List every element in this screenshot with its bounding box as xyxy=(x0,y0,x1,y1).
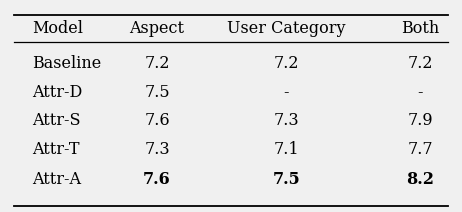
Text: Attr-S: Attr-S xyxy=(32,112,81,129)
Text: Both: Both xyxy=(401,20,439,37)
Text: 7.9: 7.9 xyxy=(407,112,433,129)
Text: Baseline: Baseline xyxy=(32,55,102,72)
Text: 7.3: 7.3 xyxy=(274,112,299,129)
Text: 7.7: 7.7 xyxy=(407,141,433,158)
Text: 7.2: 7.2 xyxy=(274,55,299,72)
Text: 7.2: 7.2 xyxy=(407,55,433,72)
Text: Attr-D: Attr-D xyxy=(32,84,83,101)
Text: 7.5: 7.5 xyxy=(273,171,300,188)
Text: 7.2: 7.2 xyxy=(144,55,170,72)
Text: Aspect: Aspect xyxy=(129,20,185,37)
Text: 7.6: 7.6 xyxy=(144,112,170,129)
Text: -: - xyxy=(418,84,423,101)
Text: 7.5: 7.5 xyxy=(144,84,170,101)
Text: -: - xyxy=(284,84,289,101)
Text: 7.1: 7.1 xyxy=(274,141,299,158)
Text: 7.3: 7.3 xyxy=(144,141,170,158)
Text: 7.6: 7.6 xyxy=(143,171,171,188)
Text: Attr-A: Attr-A xyxy=(32,171,81,188)
Text: 8.2: 8.2 xyxy=(407,171,434,188)
Text: User Category: User Category xyxy=(227,20,346,37)
Text: Attr-T: Attr-T xyxy=(32,141,80,158)
Text: Model: Model xyxy=(32,20,83,37)
